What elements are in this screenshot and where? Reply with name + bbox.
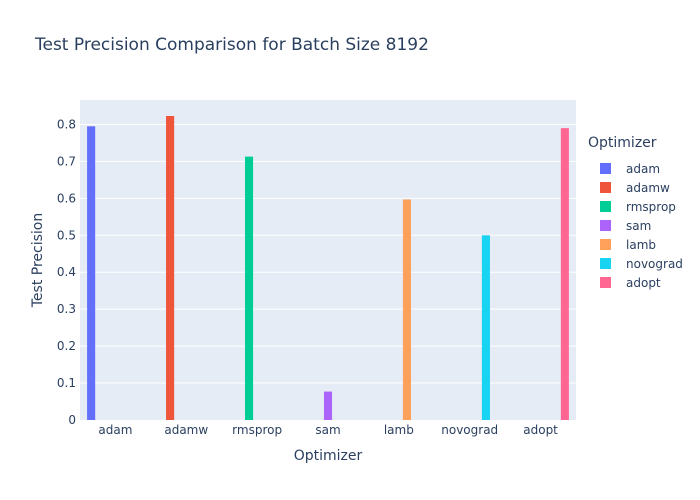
x-tick-label: adamw <box>164 423 208 437</box>
legend-label[interactable]: adam <box>626 162 660 176</box>
gridlines <box>80 123 576 384</box>
y-tick-label: 0.4 <box>57 265 76 279</box>
y-tick-label: 0.5 <box>57 228 76 242</box>
y-tick-label: 0.7 <box>57 154 76 168</box>
plot-area <box>80 100 576 420</box>
bar-adopt[interactable] <box>560 128 569 420</box>
x-axis-title: Optimizer <box>294 448 363 464</box>
legend-label[interactable]: lamb <box>626 238 656 252</box>
legend-swatch[interactable] <box>600 182 611 193</box>
legend: Optimizer adam adamw rmsprop sam lamb novogra… <box>588 135 683 290</box>
x-tick-label: lamb <box>384 423 414 437</box>
x-tick-label: adopt <box>523 423 558 437</box>
bar-adam[interactable] <box>87 126 96 421</box>
legend-swatch[interactable] <box>600 163 611 174</box>
legend-label[interactable]: adamw <box>626 181 670 195</box>
legend-label[interactable]: novograd <box>626 257 683 271</box>
bar-lamb[interactable] <box>402 199 412 420</box>
bar-novograd[interactable] <box>481 235 490 420</box>
y-tick-label: 0.3 <box>57 302 76 316</box>
legend-label[interactable]: sam <box>626 219 651 233</box>
chart-title: Test Precision Comparison for Batch Size… <box>34 35 429 55</box>
legend-swatch[interactable] <box>600 239 611 250</box>
x-tick-label: sam <box>315 423 340 437</box>
bar-adamw[interactable] <box>166 115 175 421</box>
y-axis-title: Test Precision <box>30 213 46 309</box>
legend-label[interactable]: rmsprop <box>626 200 676 214</box>
y-tick-label: 0.8 <box>57 117 76 131</box>
y-tick-label: 0.6 <box>57 191 76 205</box>
bars <box>87 115 569 421</box>
x-tick-label: adam <box>98 423 132 437</box>
legend-swatch[interactable] <box>600 220 611 231</box>
y-axis-ticks: 0 0.1 0.2 0.3 0.4 0.5 0.6 0.7 0.8 <box>57 117 76 427</box>
y-tick-label: 0.1 <box>57 376 76 390</box>
legend-swatch[interactable] <box>600 277 611 288</box>
bar-rmsprop[interactable] <box>244 156 254 421</box>
legend-label[interactable]: adopt <box>626 276 661 290</box>
legend-swatch[interactable] <box>600 258 611 269</box>
x-tick-label: rmsprop <box>232 423 282 437</box>
x-tick-label: novograd <box>441 423 498 437</box>
y-tick-label: 0 <box>68 413 76 427</box>
x-axis-ticks: adam adamw rmsprop sam lamb novograd adopt <box>98 423 558 437</box>
legend-swatch[interactable] <box>600 201 611 212</box>
bar-sam[interactable] <box>323 391 333 420</box>
legend-title: Optimizer <box>588 135 657 151</box>
y-tick-label: 0.2 <box>57 339 76 353</box>
